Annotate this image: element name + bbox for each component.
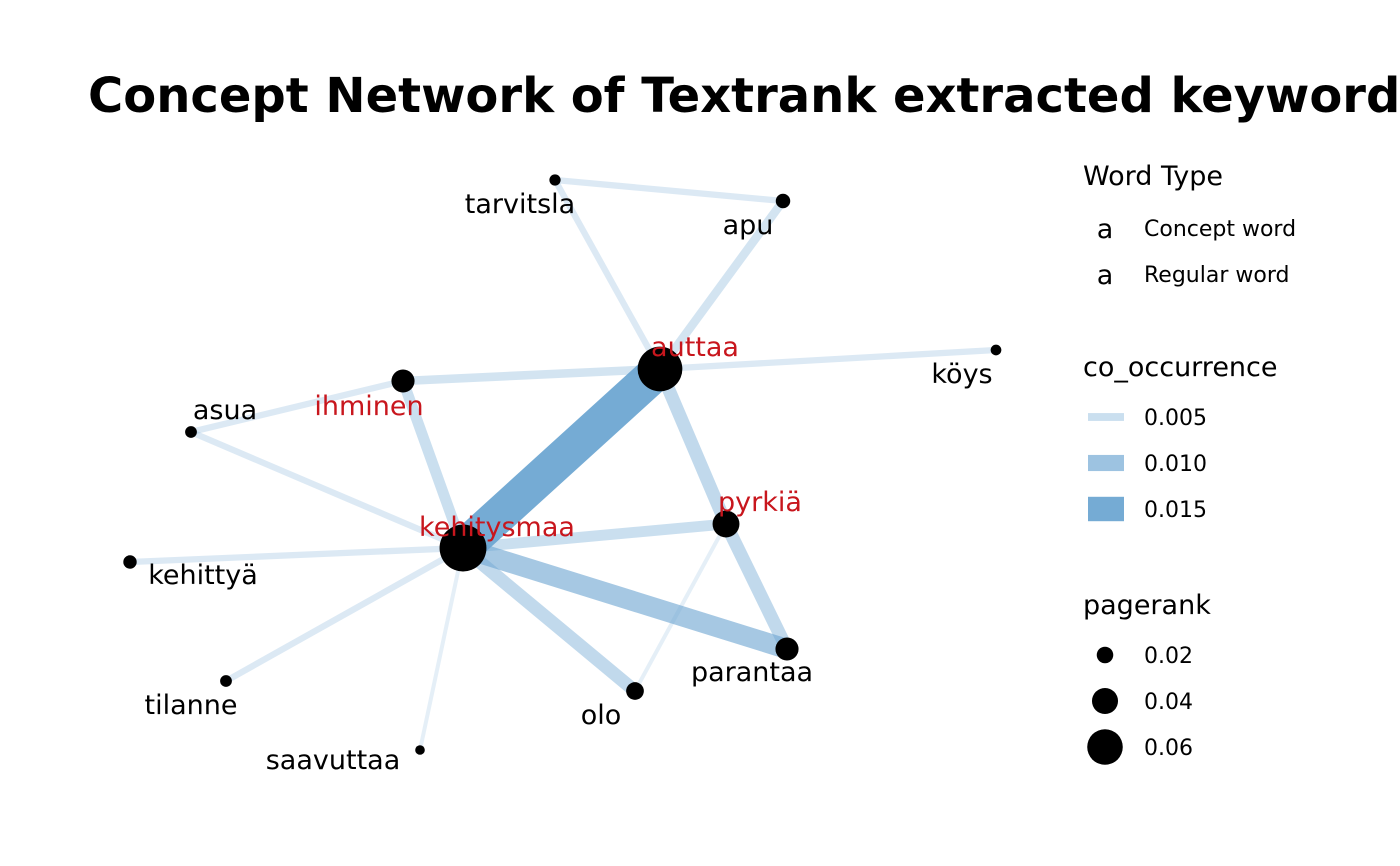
legend-co-occurrence: 0.005 0.010 0.015 [1088,406,1207,523]
node-saavuttaa [415,745,425,755]
legend-pr-dot-1 [1091,687,1119,715]
node-parantaa [775,637,799,661]
legend-co-label-0: 0.005 [1144,406,1207,431]
legend-key-regular: a [1097,260,1114,291]
edge-kehitysmaa-ihminen [397,379,469,550]
node-olo [626,682,644,700]
edge-pyrkia-olo [633,523,728,692]
legend-co-occurrence-title: co_occurrence [1083,352,1278,383]
node-ihminen [391,369,415,393]
node-koys [990,344,1002,356]
node-pyrkia [712,510,740,538]
node-label-ihminen: ihminen [314,391,423,422]
node-auttaa [637,346,683,392]
legend-label-regular: Regular word [1144,263,1289,288]
nodes-layer [123,174,1002,755]
labels-layer: tarvitsla apu auttaa köys ihminen asua pyrkiä k… [145,189,993,776]
edge-kehitysmaa-kehittya [129,544,464,566]
node-kehittya [123,555,137,569]
legend-word-type: a Concept word a Regular word [1097,214,1296,291]
legend-pr-label-1: 0.04 [1144,690,1193,715]
node-label-tilanne: tilanne [145,690,238,721]
edge-pyrkia-parantaa [720,521,793,652]
node-label-auttaa: auttaa [651,332,739,363]
node-label-olo: olo [581,700,622,731]
legend-pr-dot-0 [1096,646,1114,664]
legend-word-type-title: Word Type [1083,161,1223,192]
node-tilanne [220,675,232,687]
legend-key-concept: a [1097,214,1114,245]
edge-auttaa-koys [659,346,997,373]
legend-co-label-2: 0.015 [1144,498,1207,523]
edge-auttaa-ihminen [402,364,661,386]
node-label-asua: asua [193,395,257,426]
legend-co-swatch-2 [1088,496,1124,522]
legend: Word Type a Concept word a Regular word co_… [1083,161,1296,765]
legend-label-concept: Concept word [1144,217,1296,242]
edge-tarvitsla-apu [554,176,784,205]
legend-pr-label-0: 0.02 [1144,644,1193,669]
legend-pr-label-2: 0.06 [1144,736,1193,761]
edge-kehitysmaa-olo [458,542,640,697]
node-label-kehitysmaa: kehitysmaa [419,512,575,543]
node-asua [185,426,197,438]
edge-kehitysmaa-saavuttaa [418,547,465,751]
node-label-parantaa: parantaa [691,657,813,688]
edge-kehitysmaa-pyrkia [462,518,727,554]
edge-auttaa-pyrkia [653,366,733,527]
node-label-tarvitsla: tarvitsla [465,189,575,220]
edge-ihminen-asua [190,377,404,436]
node-tarvitsla [549,174,561,186]
legend-co-label-1: 0.010 [1144,452,1207,477]
legend-pr-dot-2 [1087,729,1123,765]
legend-pagerank: 0.02 0.04 0.06 [1087,644,1193,765]
edge-kehitysmaa-parantaa [460,538,790,659]
node-label-pyrkia: pyrkiä [718,487,802,518]
legend-pagerank-title: pagerank [1083,590,1211,621]
edge-kehitysmaa-tilanne [224,545,465,684]
edge-kehitysmaa-auttaa [450,355,673,562]
edge-auttaa-tarvitsla [552,178,663,371]
edges-layer [129,176,997,751]
edge-auttaa-apu [656,198,787,372]
legend-co-swatch-0 [1088,413,1124,421]
node-label-saavuttaa: saavuttaa [266,745,401,776]
node-apu [775,193,791,209]
node-label-koys: köys [931,359,992,390]
edge-asua-kehitysmaa [189,429,465,551]
node-kehitysmaa [439,524,487,572]
node-label-apu: apu [723,210,774,241]
chart-title: Concept Network of Textrank extracted ke… [88,68,1400,124]
node-label-kehittya: kehittyä [148,560,258,591]
legend-co-swatch-1 [1088,454,1124,472]
